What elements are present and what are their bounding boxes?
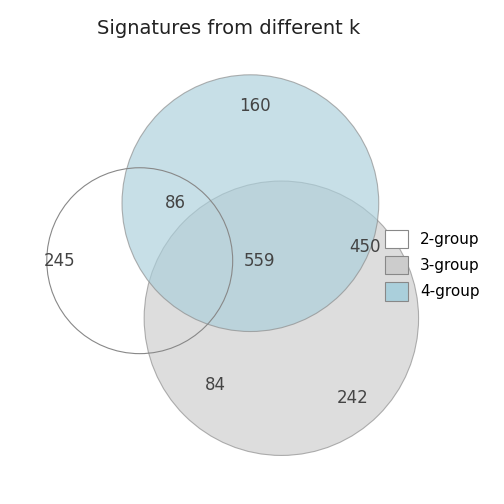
Circle shape [122, 75, 379, 332]
Text: 86: 86 [165, 194, 185, 212]
Text: 559: 559 [243, 251, 275, 270]
Text: 245: 245 [44, 251, 76, 270]
Title: Signatures from different k: Signatures from different k [97, 19, 360, 38]
Text: 160: 160 [239, 97, 271, 115]
Text: 84: 84 [205, 375, 225, 394]
Text: 242: 242 [336, 389, 368, 407]
Text: 450: 450 [350, 238, 381, 257]
Circle shape [144, 181, 419, 456]
Legend: 2-group, 3-group, 4-group: 2-group, 3-group, 4-group [377, 222, 488, 308]
